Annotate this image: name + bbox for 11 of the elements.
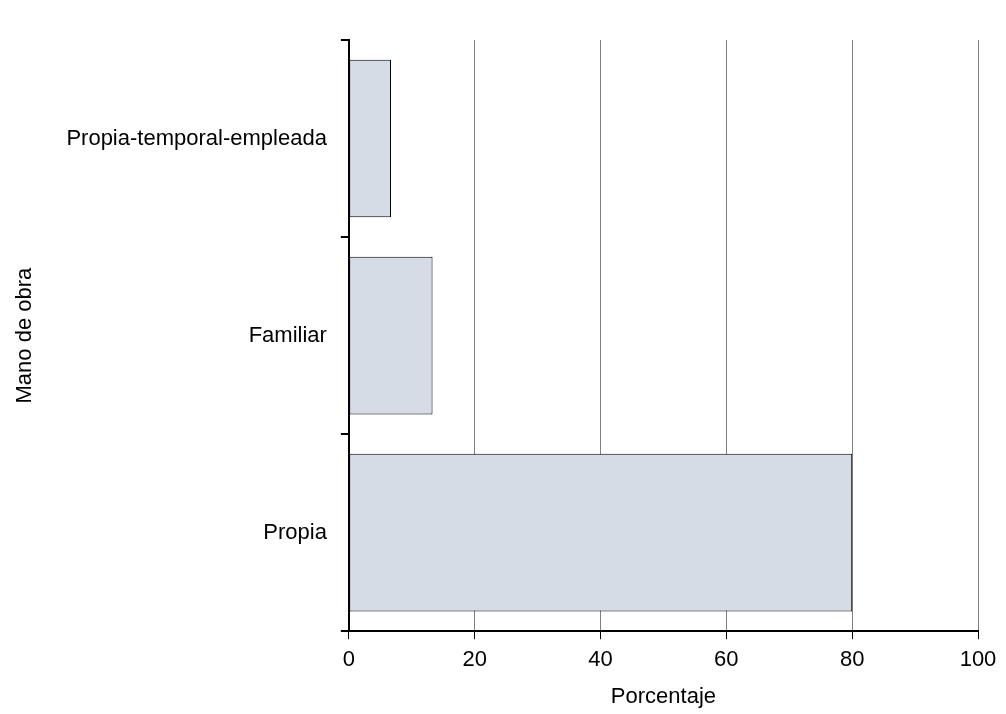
y-tick-label: Propia-temporal-empleada [66, 124, 328, 150]
x-tick-label: 60 [714, 646, 739, 672]
x-axis-title: Porcentaje [610, 682, 717, 708]
x-tick-label: 40 [588, 646, 613, 672]
x-tick-label: 0 [342, 646, 355, 672]
x-tick-label: 20 [462, 646, 487, 672]
y-tick-label: Familiar [248, 321, 327, 347]
x-tick-label: 100 [959, 646, 997, 672]
x-tick-label: 80 [839, 646, 865, 672]
y-tick-label: Propia [263, 518, 328, 544]
y-axis-title: Mano de obra [11, 266, 37, 404]
